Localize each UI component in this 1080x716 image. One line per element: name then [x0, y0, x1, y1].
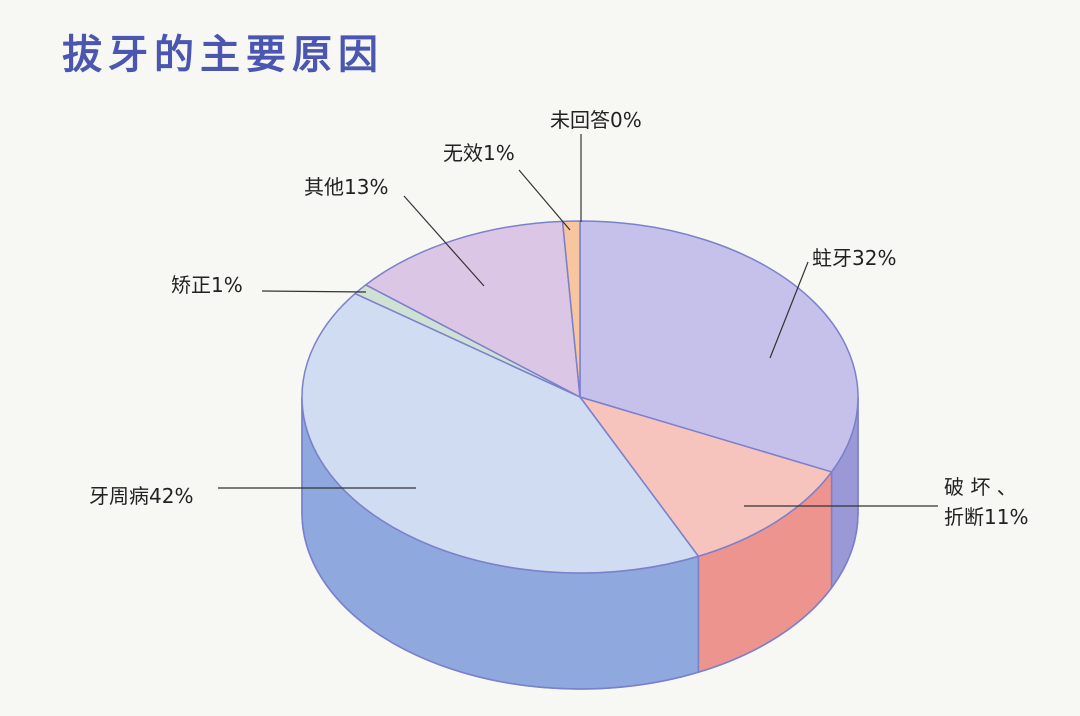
slice-label: 牙周病42%: [89, 484, 193, 508]
pie-slice: [365, 220, 581, 398]
leader-line: [261, 290, 367, 293]
slice-label: 矫正1%: [171, 273, 243, 297]
pie-outline: [301, 397, 859, 690]
pie-sides: [301, 396, 859, 690]
slice-label: 蛀牙32%: [812, 246, 896, 270]
slice-labels: 蛀牙32% 破 坏 、折断11% 牙周病42% 矫正1% 其他13% 无效1% 未回答0%: [89, 108, 1028, 529]
slice-label: 破 坏 、折断11%: [944, 475, 1028, 529]
slice-label-line: 折断11%: [944, 505, 1028, 529]
slice-label: 无效1%: [443, 141, 515, 165]
slice-label: 未回答0%: [550, 108, 642, 132]
leader-line: [403, 195, 485, 287]
leader-line: [518, 169, 571, 231]
pie-tops: [301, 220, 859, 574]
pie-slice: [579, 396, 833, 557]
slice-label: 其他13%: [304, 175, 388, 199]
pie-slice: [579, 220, 859, 473]
leader-line: [769, 261, 809, 359]
slice-label-line: 破 坏 、: [944, 475, 1017, 499]
leader-lines: [218, 134, 938, 507]
chart-title: 拔牙的主要原因: [62, 32, 384, 78]
pie-slice: [301, 292, 700, 574]
